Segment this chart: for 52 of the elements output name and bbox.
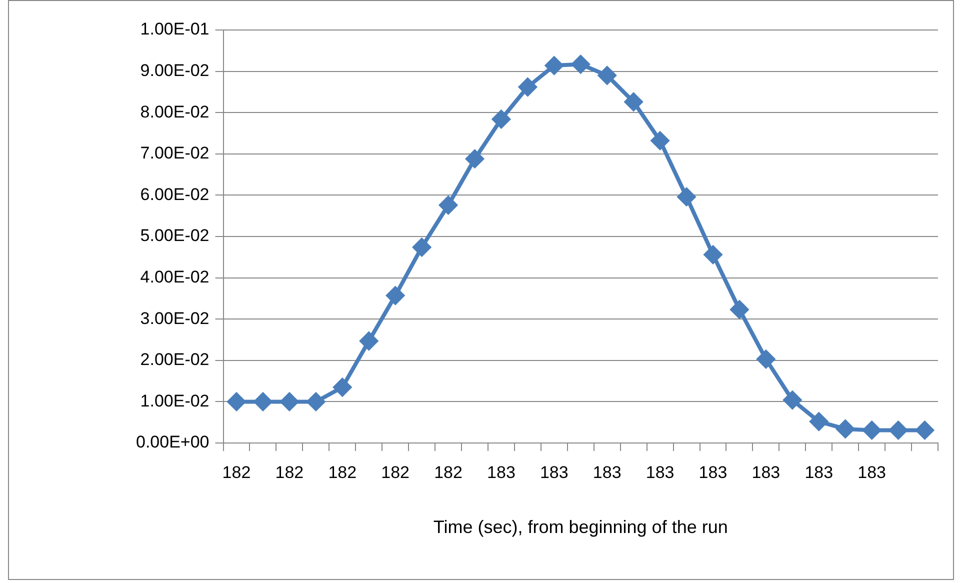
point xyxy=(439,196,458,214)
x-tick-label: 182 xyxy=(222,462,251,482)
point xyxy=(466,150,484,168)
point xyxy=(889,421,908,440)
point xyxy=(836,420,854,438)
point xyxy=(624,92,643,111)
x-tick-label: 182 xyxy=(434,462,462,482)
x-tick-label: 183 xyxy=(540,462,568,482)
point xyxy=(386,286,404,305)
point xyxy=(254,392,272,411)
point xyxy=(280,392,298,411)
point xyxy=(598,66,616,84)
y-tick-label: 4.00E-02 xyxy=(140,267,210,286)
point xyxy=(306,392,325,411)
y-tick-label: 6.00E-02 xyxy=(140,184,210,204)
x-tick-label: 183 xyxy=(858,462,886,482)
y-tick-label: 8.00E-02 xyxy=(140,102,210,122)
x-tick-label: 182 xyxy=(275,462,304,482)
point xyxy=(360,332,378,350)
point xyxy=(916,421,934,440)
point xyxy=(783,391,802,410)
x-axis-title: Time (sec), from beginning of the run xyxy=(433,517,728,538)
point xyxy=(678,188,696,206)
x-tick-label: 183 xyxy=(804,462,834,482)
point xyxy=(704,246,722,264)
x-tick-label: 183 xyxy=(592,462,622,482)
point xyxy=(492,110,510,128)
point xyxy=(545,56,564,75)
x-tick-label: 182 xyxy=(328,462,357,482)
x-tick-label: 183 xyxy=(698,462,728,482)
point xyxy=(756,350,775,368)
point xyxy=(228,392,246,411)
point xyxy=(730,300,748,319)
point xyxy=(412,238,431,256)
y-tick-label: 7.00E-02 xyxy=(140,144,210,163)
point xyxy=(862,421,881,440)
point xyxy=(572,55,590,74)
point xyxy=(518,78,537,96)
y-tick-label: 9.00E-02 xyxy=(140,60,210,80)
y-tick-label: 2.00E-02 xyxy=(140,350,210,370)
x-tick-label: 183 xyxy=(487,462,516,482)
x-tick-label: 183 xyxy=(646,462,674,482)
y-tick-label: 3.00E-02 xyxy=(140,308,210,328)
y-tick-label: 5.00E-02 xyxy=(140,226,210,246)
point xyxy=(333,378,352,396)
point xyxy=(810,412,828,431)
y-tick-label: 1.00E-02 xyxy=(140,391,210,410)
y-tick-label: 0.00E+00 xyxy=(136,432,210,452)
x-tick-label: 182 xyxy=(381,462,410,482)
x-tick-label: 183 xyxy=(752,462,780,482)
y-tick-label: 1.00E-01 xyxy=(140,20,210,39)
point xyxy=(651,132,670,150)
